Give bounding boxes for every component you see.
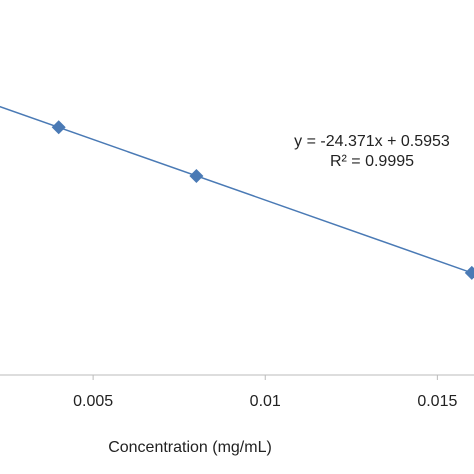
trend-r2: R² = 0.9995: [330, 153, 414, 170]
data-point: [464, 265, 474, 280]
x-tick-label: 0.005: [73, 393, 113, 410]
trend-equation: y = -24.371x + 0.5953: [294, 133, 450, 150]
data-point: [51, 120, 66, 135]
x-axis-title: Concentration (mg/mL): [108, 439, 272, 456]
trendline: [0, 105, 474, 275]
x-tick-label: 0.01: [250, 393, 281, 410]
x-tick-label: 0.015: [417, 393, 457, 410]
data-point: [189, 169, 204, 183]
